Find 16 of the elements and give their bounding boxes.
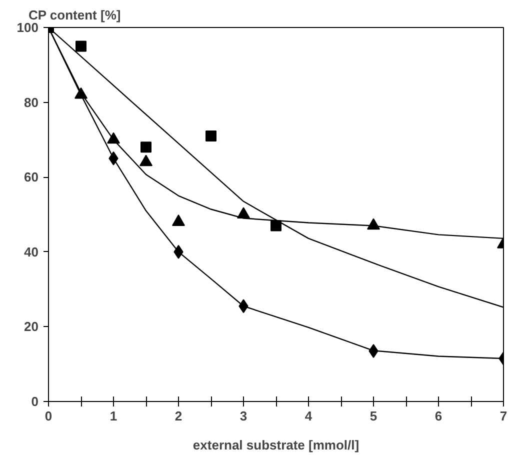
y-tick-label: 0 — [31, 394, 39, 409]
y-tick-label: 100 — [16, 20, 39, 35]
y-tick-label: 80 — [24, 94, 39, 110]
x-tick-label: 2 — [174, 408, 182, 424]
y-tick-label: 60 — [24, 170, 39, 185]
x-tick-label: 6 — [434, 408, 442, 424]
x-tick-label: 4 — [304, 408, 313, 424]
y-tick-label: 20 — [24, 319, 39, 334]
x-tick-label: 5 — [370, 408, 378, 424]
x-tick-label: 3 — [240, 408, 248, 424]
x-tick-label: 1 — [110, 408, 118, 424]
y-axis-title: CP content [%] — [28, 8, 121, 22]
y-tick-label: 40 — [24, 244, 39, 260]
x-axis-title: external substrate [mmol/l] — [192, 438, 360, 452]
x-tick-label: 7 — [500, 408, 508, 424]
x-tick-label: 0 — [44, 408, 52, 424]
